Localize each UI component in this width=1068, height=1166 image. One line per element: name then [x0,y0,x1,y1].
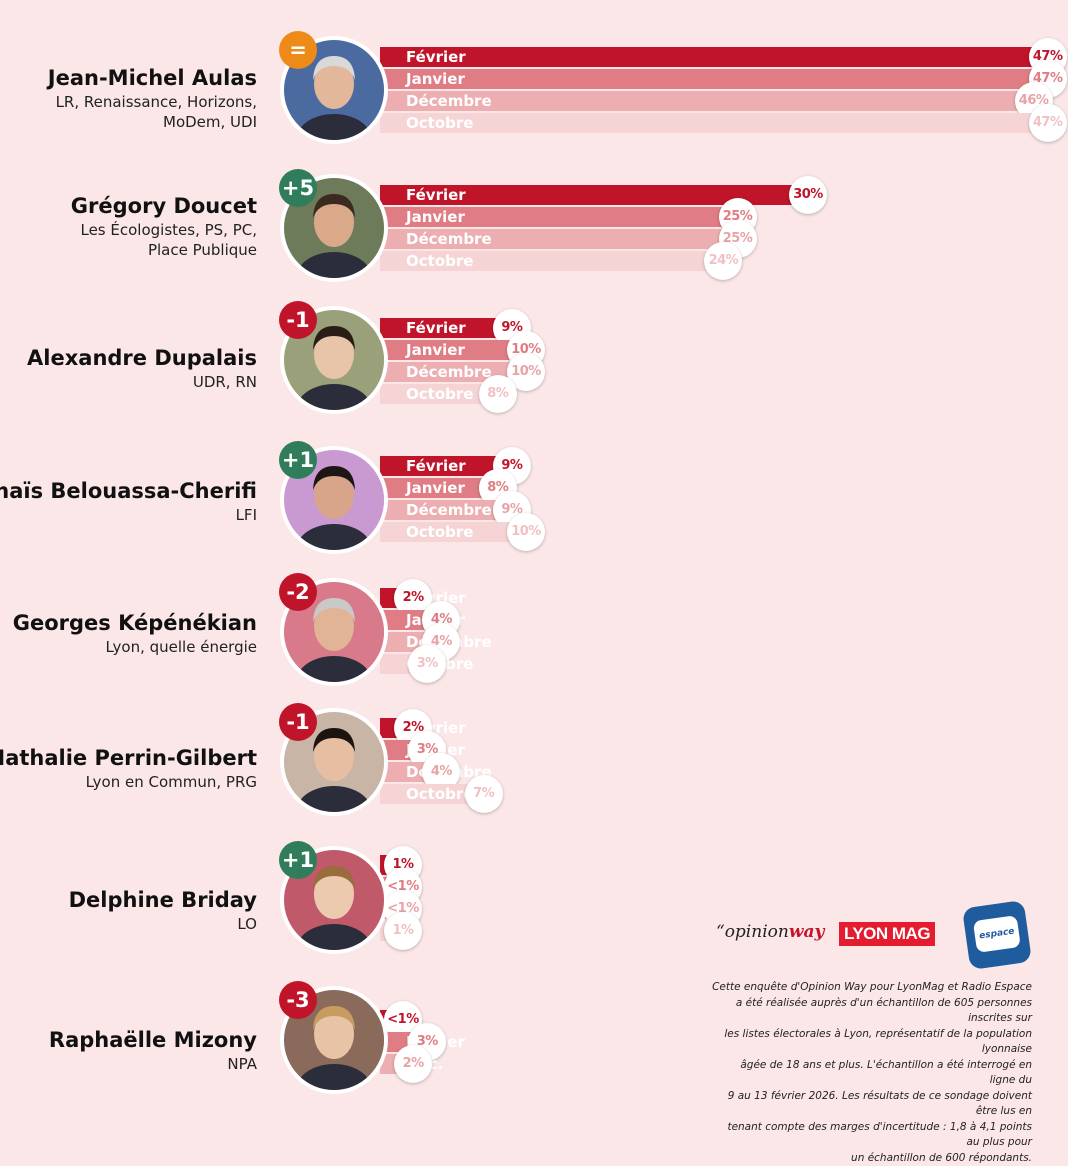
bar-month-label: Janvier [406,478,465,498]
change-badge: +1 [279,441,317,479]
candidate-name: Alexandre Dupalais [27,346,257,370]
value-label: 7% [465,775,503,813]
candidate-party: Les Écologistes, PS, PC,Place Publique [80,220,257,260]
candidate-party: Lyon, quelle énergie [106,637,257,657]
footnote-line: a été réalisée auprès d'un échantillon d… [712,996,1032,1027]
change-badge: +1 [279,841,317,879]
candidate-name: Georges Képénékian [13,611,257,635]
candidate-name: Nathalie Perrin-Gilbert [0,746,257,770]
bar [380,113,1043,133]
bar-month-label: Décembre [406,362,492,382]
change-badge: +5 [279,169,317,207]
opinionway-logo: “opinionway [716,922,824,942]
footnote-line: tenant compte des marges d'incertitude :… [712,1120,1032,1151]
candidate-party: NPA [227,1054,257,1074]
logos: “opinionway LYON MAG espace [716,902,1036,972]
value-label: 2% [394,1045,432,1083]
bar-month-label: Février [406,456,466,476]
party-line: Lyon en Commun, PRG [86,772,257,792]
bar-month-label: Octobre [406,251,473,271]
bar-month-label: Octobre [406,384,473,404]
party-line: MoDem, UDI [56,112,257,132]
bar [380,47,1043,67]
party-line: NPA [227,1054,257,1074]
footnote-line: un échantillon de 600 répondants. [712,1151,1032,1166]
bar-month-label: Octobre [406,113,473,133]
candidate-name: Jean-Michel Aulas [48,66,257,90]
footnote-line: âgée de 18 ans et plus. L'échantillon a … [712,1058,1032,1089]
bar-month-label: Février [406,318,466,338]
candidate-name: Anaïs Belouassa-Cherifi [0,479,257,503]
footnote-line: Cette enquête d'Opinion Way pour LyonMag… [712,980,1032,996]
change-badge: -3 [279,981,317,1019]
candidate-party: LR, Renaissance, Horizons,MoDem, UDI [56,92,257,132]
party-line: UDR, RN [193,372,257,392]
value-label: 30% [789,176,827,214]
candidate-name: Delphine Briday [69,888,257,912]
party-line: Lyon, quelle énergie [106,637,257,657]
bar-month-label: Février [406,47,466,67]
change-badge: -1 [279,703,317,741]
candidate-party: UDR, RN [193,372,257,392]
value-label: 8% [479,375,517,413]
value-label: 47% [1029,104,1067,142]
bar-month-label: Février [406,185,466,205]
party-line: LO [237,914,257,934]
bar-month-label: Janvier [406,207,465,227]
radio-espace-logo: espace [962,900,1032,970]
candidate-party: LO [237,914,257,934]
party-line: LR, Renaissance, Horizons, [56,92,257,112]
bar-month-label: Octobre [406,522,473,542]
bar-month-label: Janvier [406,69,465,89]
value-label: 3% [408,645,446,683]
value-label: 1% [384,912,422,950]
change-badge: -2 [279,573,317,611]
party-line: Les Écologistes, PS, PC, [80,220,257,240]
party-line: LFI [236,505,257,525]
footnote-line: 9 au 13 février 2026. Les résultats de c… [712,1089,1032,1120]
candidate-party: LFI [236,505,257,525]
value-label: 24% [704,242,742,280]
change-badge: -1 [279,301,317,339]
survey-footnote: Cette enquête d'Opinion Way pour LyonMag… [712,980,1032,1166]
lyonmag-logo: LYON MAG [839,922,935,946]
bar-month-label: Décembre [406,229,492,249]
candidate-party: Lyon en Commun, PRG [86,772,257,792]
bar-month-label: Décembre [406,91,492,111]
party-line: Place Publique [80,240,257,260]
change-badge: = [279,31,317,69]
value-label: 10% [507,513,545,551]
bar-month-label: Janvier [406,340,465,360]
bar [380,69,1043,89]
bar-month-label: Décembre [406,500,492,520]
candidate-name: Grégory Doucet [71,194,257,218]
bar-month-label: Octobre [406,784,473,804]
candidate-name: Raphaëlle Mizony [49,1028,257,1052]
footnote-line: les listes électorales à Lyon, représent… [712,1027,1032,1058]
